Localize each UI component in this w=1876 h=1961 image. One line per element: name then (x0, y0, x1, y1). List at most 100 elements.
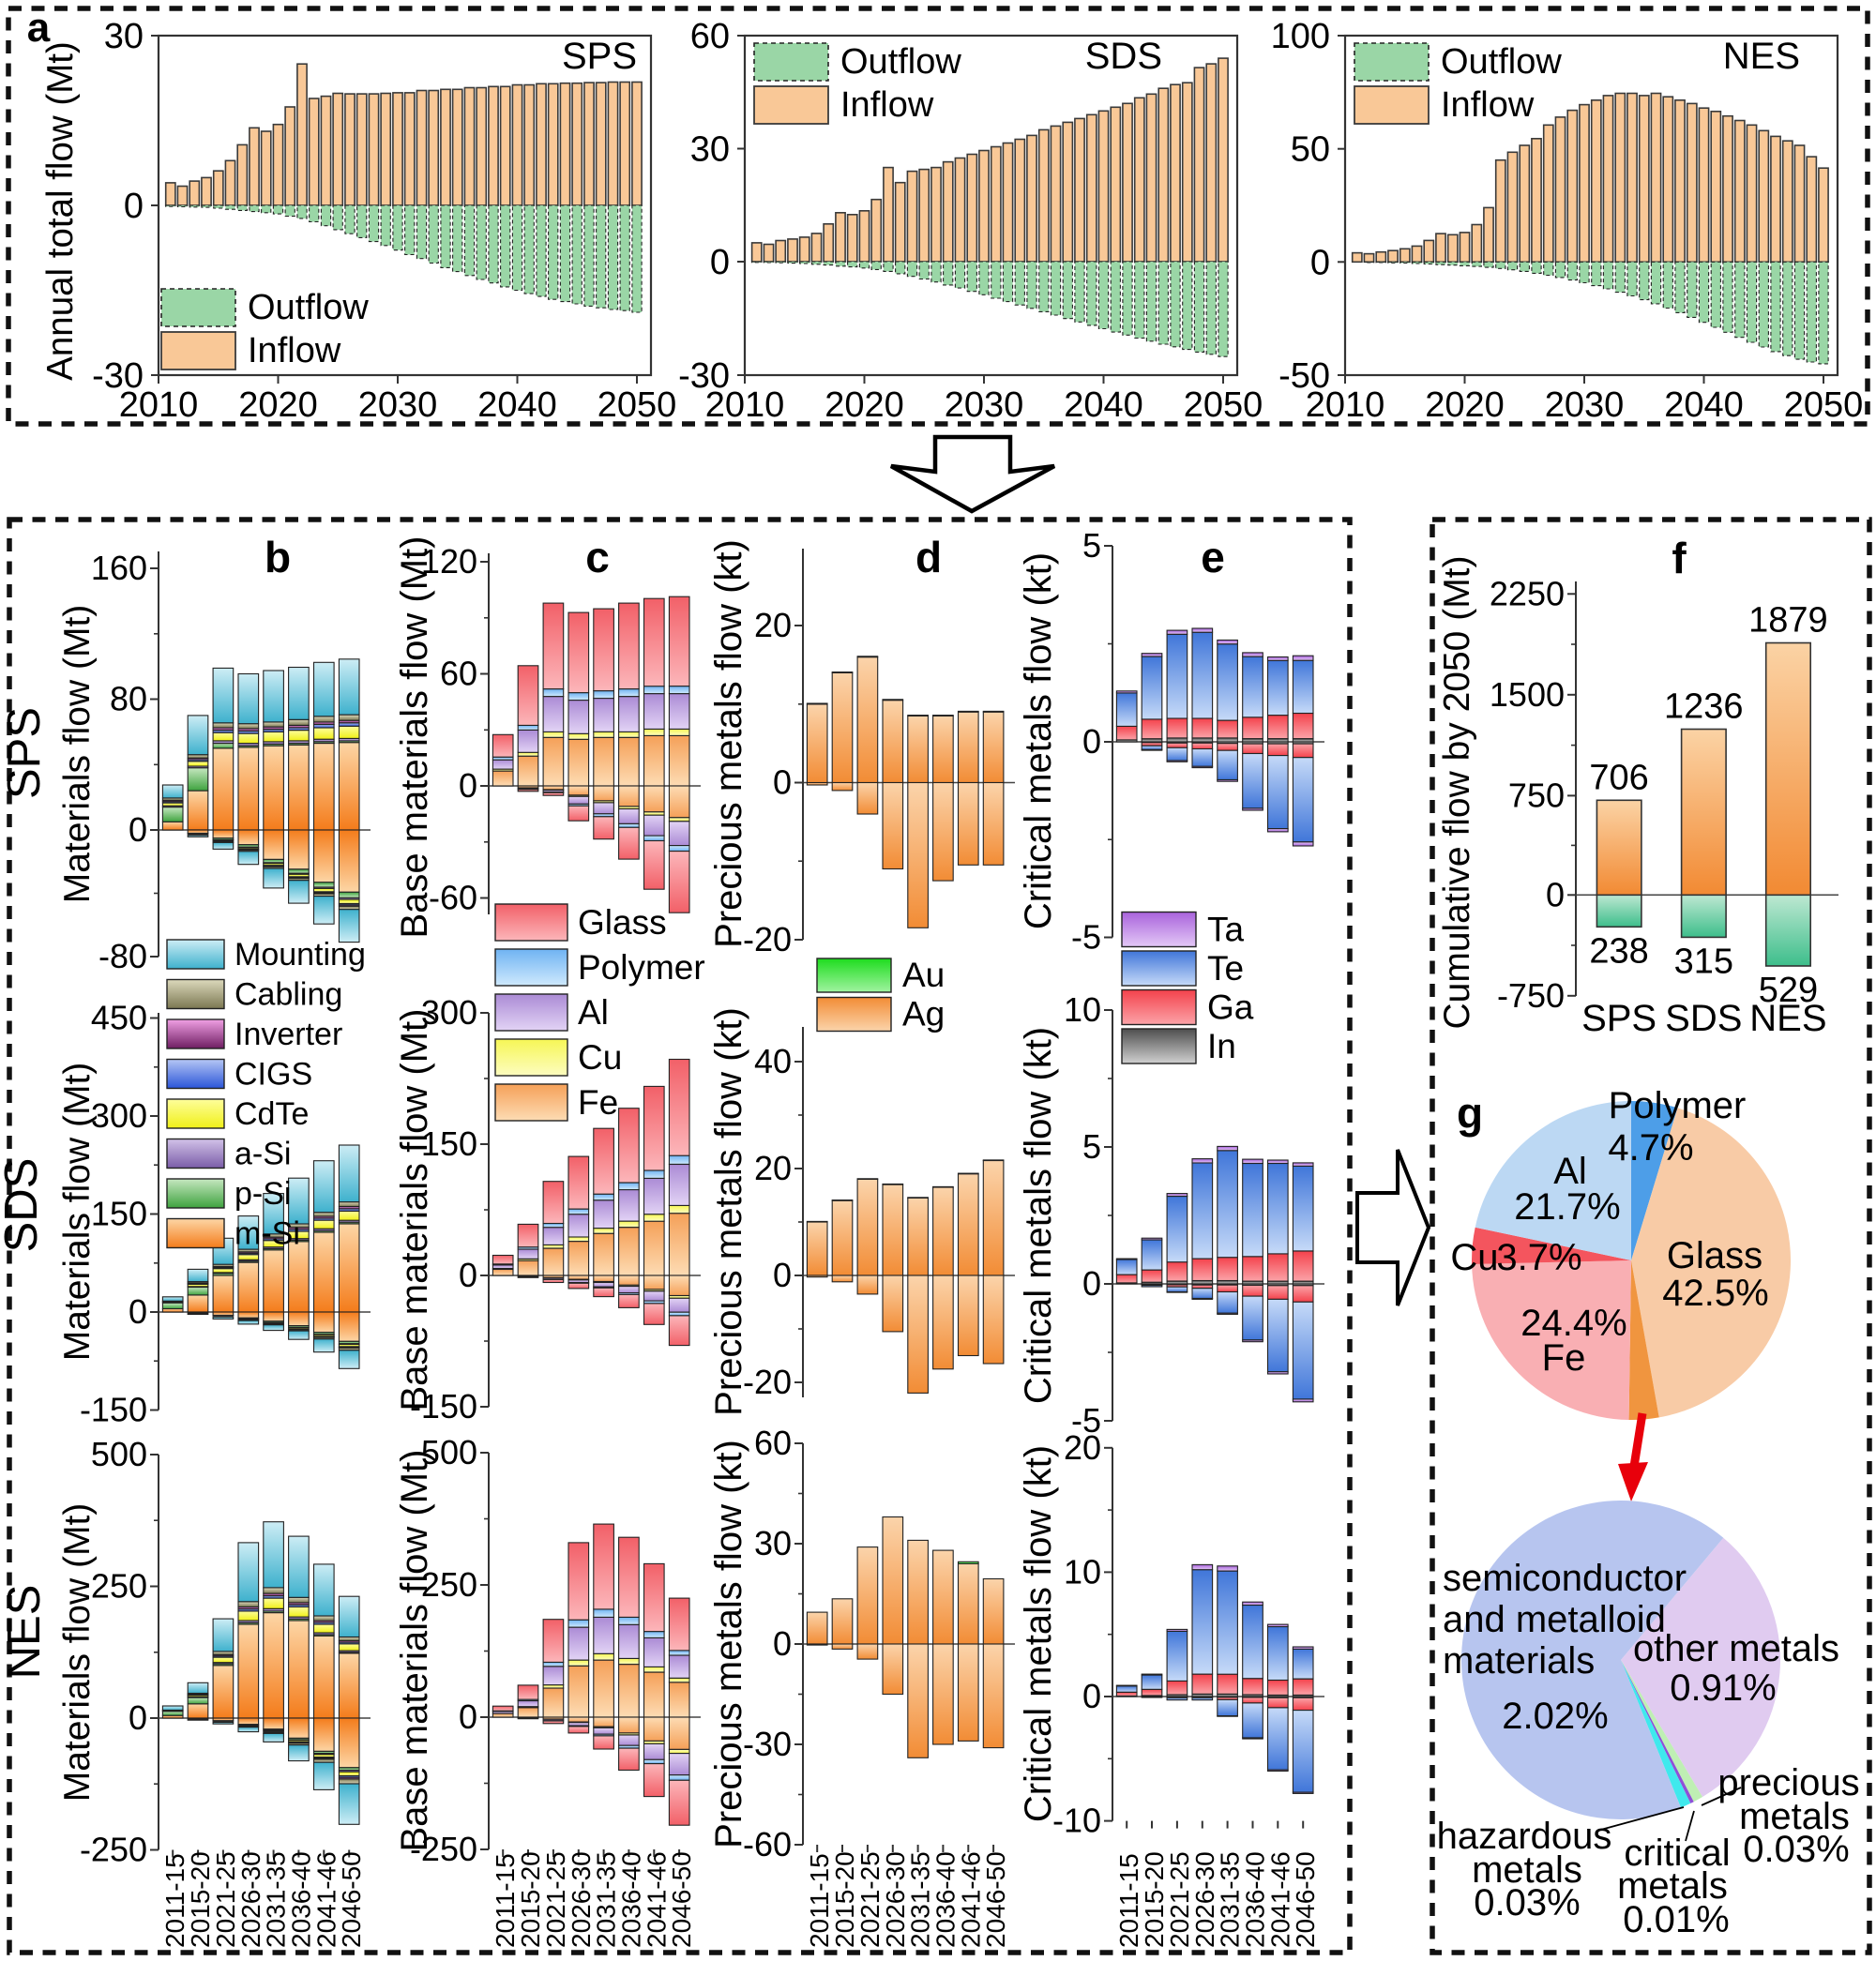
svg-text:60: 60 (690, 17, 730, 56)
svg-text:Cu: Cu (578, 1038, 622, 1077)
svg-text:100: 100 (1271, 17, 1330, 56)
svg-text:critical: critical (1624, 1833, 1730, 1874)
svg-text:Cabling: Cabling (234, 977, 342, 1013)
svg-text:0: 0 (1082, 1264, 1101, 1303)
svg-text:Outflow: Outflow (840, 42, 961, 82)
svg-text:1500: 1500 (1490, 675, 1565, 714)
svg-text:0: 0 (1082, 1677, 1101, 1715)
svg-text:-5: -5 (1071, 918, 1101, 957)
svg-text:Critical metals flow (kt): Critical metals flow (kt) (1018, 1445, 1059, 1822)
svg-text:m-Si: m-Si (234, 1216, 300, 1252)
svg-text:0: 0 (1082, 722, 1101, 761)
svg-text:and metalloid: and metalloid (1443, 1599, 1666, 1640)
svg-text:2041-46: 2041-46 (956, 1851, 985, 1948)
svg-text:2010: 2010 (119, 385, 199, 425)
svg-text:Ta: Ta (1207, 911, 1245, 949)
svg-text:750: 750 (1508, 776, 1565, 814)
svg-text:2020: 2020 (238, 385, 318, 425)
svg-text:metals: metals (1617, 1865, 1728, 1907)
svg-text:Polymer: Polymer (1609, 1085, 1747, 1126)
svg-text:d: d (915, 533, 942, 581)
svg-text:f: f (1672, 534, 1687, 582)
svg-text:-20: -20 (743, 920, 792, 958)
svg-text:2036-40: 2036-40 (286, 1851, 315, 1948)
svg-text:-150: -150 (410, 1387, 477, 1425)
svg-text:0: 0 (710, 243, 730, 282)
svg-text:-60: -60 (743, 1825, 792, 1863)
svg-text:NES: NES (1723, 36, 1800, 77)
svg-text:0: 0 (459, 1697, 477, 1736)
svg-text:0.01%: 0.01% (1623, 1899, 1729, 1940)
svg-text:2046-50: 2046-50 (1291, 1851, 1320, 1948)
svg-text:80: 80 (110, 680, 147, 718)
svg-text:500: 500 (91, 1435, 147, 1473)
svg-text:2031-35: 2031-35 (906, 1851, 935, 1948)
svg-text:Outflow: Outflow (1441, 42, 1562, 82)
svg-text:0: 0 (1546, 875, 1565, 913)
svg-text:-80: -80 (98, 937, 147, 975)
svg-text:Annual total flow (Mt): Annual total flow (Mt) (40, 41, 81, 381)
svg-text:300: 300 (91, 1096, 147, 1135)
svg-text:10: 10 (1064, 990, 1101, 1029)
svg-text:20: 20 (754, 606, 792, 644)
svg-text:2040: 2040 (477, 385, 557, 425)
svg-text:Te: Te (1207, 949, 1244, 988)
svg-text:Outflow: Outflow (248, 288, 369, 327)
svg-text:CdTe: CdTe (234, 1096, 309, 1132)
svg-text:precious: precious (1717, 1762, 1859, 1803)
svg-text:Inflow: Inflow (248, 331, 341, 370)
svg-text:0: 0 (459, 766, 477, 805)
svg-text:Mounting: Mounting (234, 937, 366, 973)
svg-text:706: 706 (1589, 758, 1648, 797)
svg-text:-50: -50 (1278, 356, 1330, 396)
svg-text:Fe: Fe (578, 1083, 618, 1122)
svg-text:-250: -250 (410, 1830, 477, 1868)
svg-text:-30: -30 (743, 1725, 792, 1763)
svg-text:SDS: SDS (0, 1158, 47, 1253)
svg-text:Inverter: Inverter (234, 1017, 342, 1052)
svg-text:SDS: SDS (1085, 36, 1162, 77)
svg-text:-750: -750 (1497, 976, 1565, 1015)
svg-text:Critical metals flow (kt): Critical metals flow (kt) (1018, 552, 1059, 929)
svg-text:Precious metals flow (kt): Precious metals flow (kt) (708, 1440, 749, 1848)
svg-text:10: 10 (1064, 1552, 1101, 1591)
svg-text:-5: -5 (1071, 1401, 1101, 1440)
svg-text:-10: -10 (1052, 1802, 1101, 1840)
svg-text:hazardous: hazardous (1437, 1816, 1612, 1857)
svg-text:300: 300 (421, 993, 477, 1032)
svg-text:other metals: other metals (1633, 1628, 1839, 1669)
svg-text:-30: -30 (92, 356, 144, 396)
svg-text:2030: 2030 (1545, 385, 1625, 425)
svg-text:24.4%: 24.4% (1520, 1303, 1626, 1344)
svg-text:0.03%: 0.03% (1743, 1829, 1849, 1870)
svg-text:0: 0 (129, 1698, 147, 1737)
svg-text:2021-25: 2021-25 (541, 1851, 570, 1948)
svg-text:60: 60 (754, 1424, 792, 1462)
svg-text:Precious metals flow (kt): Precious metals flow (kt) (708, 1007, 749, 1416)
svg-text:g: g (1457, 1089, 1483, 1138)
svg-text:2015-20: 2015-20 (186, 1851, 215, 1948)
svg-text:2050: 2050 (1784, 385, 1864, 425)
svg-text:30: 30 (754, 1524, 792, 1562)
svg-text:Cu: Cu (1450, 1237, 1498, 1278)
svg-text:2026-30: 2026-30 (1190, 1851, 1219, 1948)
svg-text:1879: 1879 (1748, 601, 1828, 641)
svg-text:0: 0 (773, 1624, 792, 1663)
svg-text:2011-15: 2011-15 (160, 1853, 189, 1948)
svg-text:160: 160 (91, 549, 147, 587)
svg-text:2015-20: 2015-20 (830, 1851, 859, 1948)
svg-text:450: 450 (91, 999, 147, 1037)
svg-text:Cumulative flow by 2050 (Mt): Cumulative flow by 2050 (Mt) (1437, 555, 1477, 1029)
svg-text:Precious metals flow (kt): Precious metals flow (kt) (708, 539, 749, 948)
svg-text:2250: 2250 (1490, 574, 1565, 612)
svg-text:2010: 2010 (1306, 385, 1385, 425)
svg-text:0: 0 (773, 763, 792, 802)
svg-text:SPS: SPS (562, 36, 637, 77)
svg-text:Critical metals flow (kt): Critical metals flow (kt) (1018, 1027, 1059, 1404)
svg-text:2026-30: 2026-30 (881, 1851, 910, 1948)
svg-text:2040: 2040 (1064, 385, 1143, 425)
svg-text:2041-46: 2041-46 (642, 1851, 671, 1948)
svg-text:30: 30 (690, 130, 730, 170)
svg-text:Polymer: Polymer (578, 948, 705, 987)
svg-text:2015-20: 2015-20 (1140, 1851, 1169, 1948)
